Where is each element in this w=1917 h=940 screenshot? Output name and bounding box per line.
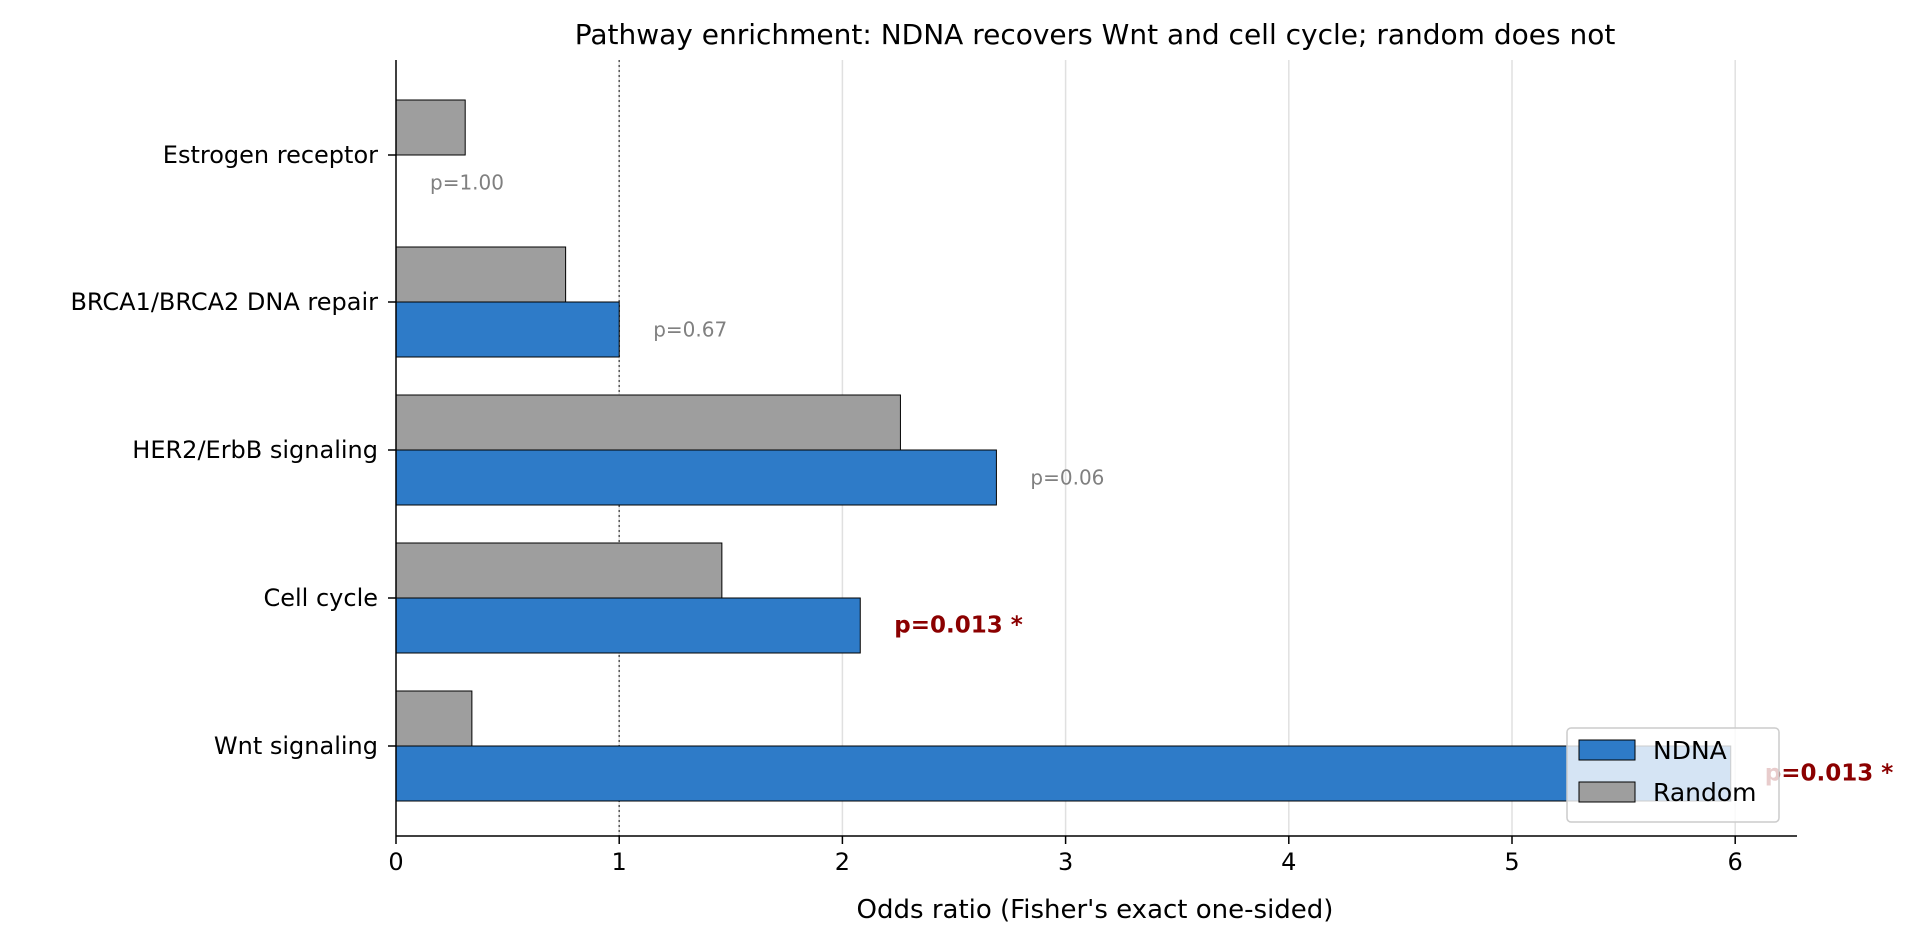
p-value-label-0: p=1.00 <box>430 171 504 195</box>
x-ticks: 0 1 2 3 4 5 6 <box>388 836 1743 876</box>
legend-label-1: Random <box>1653 778 1757 807</box>
bar-ndna-1 <box>395 301 620 358</box>
p-value-label-1: p=0.67 <box>653 318 727 342</box>
x-tick-label-4: 4 <box>1281 848 1296 876</box>
bar-ndna-4 <box>395 745 1732 802</box>
p-value-label-2: p=0.06 <box>1030 466 1104 490</box>
bar-random-0 <box>395 99 466 156</box>
bar-random-1 <box>395 246 567 303</box>
bar-random-3 <box>395 542 723 599</box>
category-labels: Estrogen receptor BRCA1/BRCA2 DNA repair H… <box>70 141 396 760</box>
bar-random-4 <box>395 690 473 747</box>
category-label-0: Estrogen receptor <box>163 141 378 169</box>
bar-ndna-3 <box>395 597 861 654</box>
category-label-3: Cell cycle <box>263 584 378 612</box>
p-value-annotations: p=1.00 p=0.67 p=0.06 p=0.013 * p=0.013 * <box>430 171 1893 787</box>
bar-ndna-2 <box>395 449 997 506</box>
legend-swatch-1 <box>1578 781 1636 803</box>
x-tick-label-2: 2 <box>835 848 850 876</box>
x-tick-label-3: 3 <box>1058 848 1073 876</box>
axes <box>395 60 1797 837</box>
legend-label-0: NDNA <box>1653 736 1727 765</box>
p-value-label-3: p=0.013 * <box>894 613 1023 639</box>
x-tick-label-1: 1 <box>612 848 627 876</box>
x-axis-label: Odds ratio (Fisher's exact one-sided) <box>857 895 1334 925</box>
category-label-1: BRCA1/BRCA2 DNA repair <box>70 288 378 316</box>
legend: NDNA Random <box>1566 727 1780 823</box>
legend-swatch-0 <box>1578 739 1636 761</box>
bars <box>395 99 1732 802</box>
category-label-2: HER2/ErbB signaling <box>132 436 378 464</box>
bar-random-2 <box>395 394 901 451</box>
x-tick-label-6: 6 <box>1728 848 1743 876</box>
p-value-label-4: p=0.013 * <box>1765 761 1894 787</box>
x-tick-label-0: 0 <box>388 848 403 876</box>
chart-title: Pathway enrichment: NDNA recovers Wnt an… <box>575 18 1616 51</box>
x-tick-label-5: 5 <box>1504 848 1519 876</box>
category-label-4: Wnt signaling <box>214 732 378 760</box>
